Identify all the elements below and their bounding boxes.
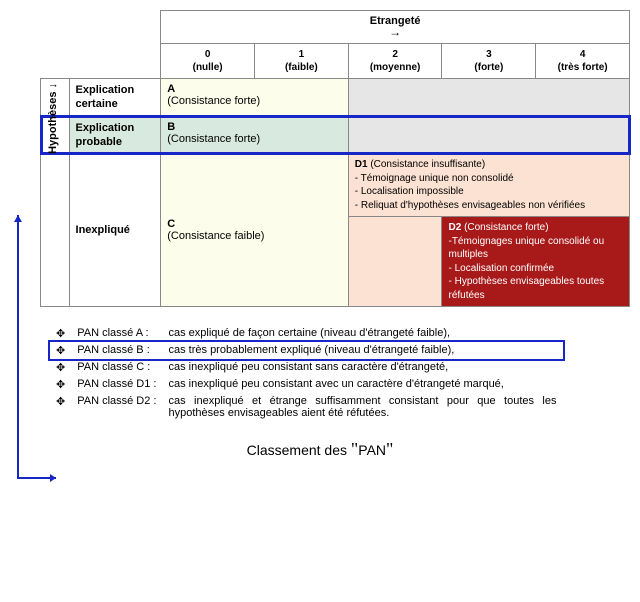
cell-c: C(Consistance faible) — [161, 154, 349, 307]
legend-row-d1: ✥ PAN classé D1 : cas inexpliqué peu con… — [50, 376, 563, 393]
bullet-icon: ✥ — [50, 325, 71, 342]
col-0: 0(nulle) — [161, 44, 255, 79]
classification-table: Etrangeté 0(nulle) 1(faible) 2(moyenne) … — [40, 10, 630, 307]
legend-key: PAN classé A : — [71, 325, 162, 342]
arrow-right-icon — [167, 25, 623, 39]
legend-key: PAN classé D2 : — [71, 393, 162, 421]
figure-title: Classement des "PAN" — [10, 439, 630, 460]
row-c-top: Inexpliqué C(Consistance faible) D1 (Con… — [41, 154, 630, 217]
legend-row-d2: ✥ PAN classé D2 : cas inexpliqué et étra… — [50, 393, 563, 421]
legend-val: cas inexpliqué et étrange suffisamment c… — [163, 393, 563, 421]
legend-val: cas très probablement expliqué (niveau d… — [163, 342, 563, 359]
row-b-label: Explication probable — [69, 116, 161, 154]
cell-d2: D2 (Consistance forte) -Témoignages uniq… — [442, 217, 630, 307]
legend-key: PAN classé C : — [71, 359, 162, 376]
cell-d1: D1 (Consistance insuffisante) - Témoigna… — [348, 154, 629, 217]
legend-row-a: ✥ PAN classé A : cas expliqué de façon c… — [50, 325, 563, 342]
cell-d1-ext — [348, 217, 442, 307]
legend-key: PAN classé B : — [71, 342, 162, 359]
legend-key: PAN classé D1 : — [71, 376, 162, 393]
legend-row-b-highlight: ✥ PAN classé B : cas très probablement e… — [50, 342, 563, 359]
col-3: 3(forte) — [442, 44, 536, 79]
cell-a: A(Consistance forte) — [161, 79, 349, 117]
col-2: 2(moyenne) — [348, 44, 442, 79]
bullet-icon: ✥ — [50, 359, 71, 376]
col-1: 1(faible) — [254, 44, 348, 79]
bullet-icon: ✥ — [50, 393, 71, 421]
row-c-label: Inexpliqué — [69, 154, 161, 307]
hypotheses-header: Hypothèses ↓ — [47, 83, 75, 154]
row-a: Hypothèses ↓ Explication certaine A(Cons… — [41, 79, 630, 117]
legend-val: cas expliqué de façon certaine (niveau d… — [163, 325, 563, 342]
legend-row-c: ✥ PAN classé C : cas inexpliqué peu cons… — [50, 359, 563, 376]
legend: ✥ PAN classé A : cas expliqué de façon c… — [50, 325, 630, 421]
legend-val: cas inexpliqué peu consistant sans carac… — [163, 359, 563, 376]
cell-grey — [348, 79, 629, 154]
etrangete-header: Etrangeté — [161, 11, 630, 44]
row-a-label: Explication certaine — [69, 79, 161, 117]
bullet-icon: ✥ — [50, 342, 71, 359]
col-4: 4(très forte) — [536, 44, 630, 79]
cell-b: B(Consistance forte) — [161, 116, 349, 154]
bullet-icon: ✥ — [50, 376, 71, 393]
legend-val: cas inexpliqué peu consistant avec un ca… — [163, 376, 563, 393]
